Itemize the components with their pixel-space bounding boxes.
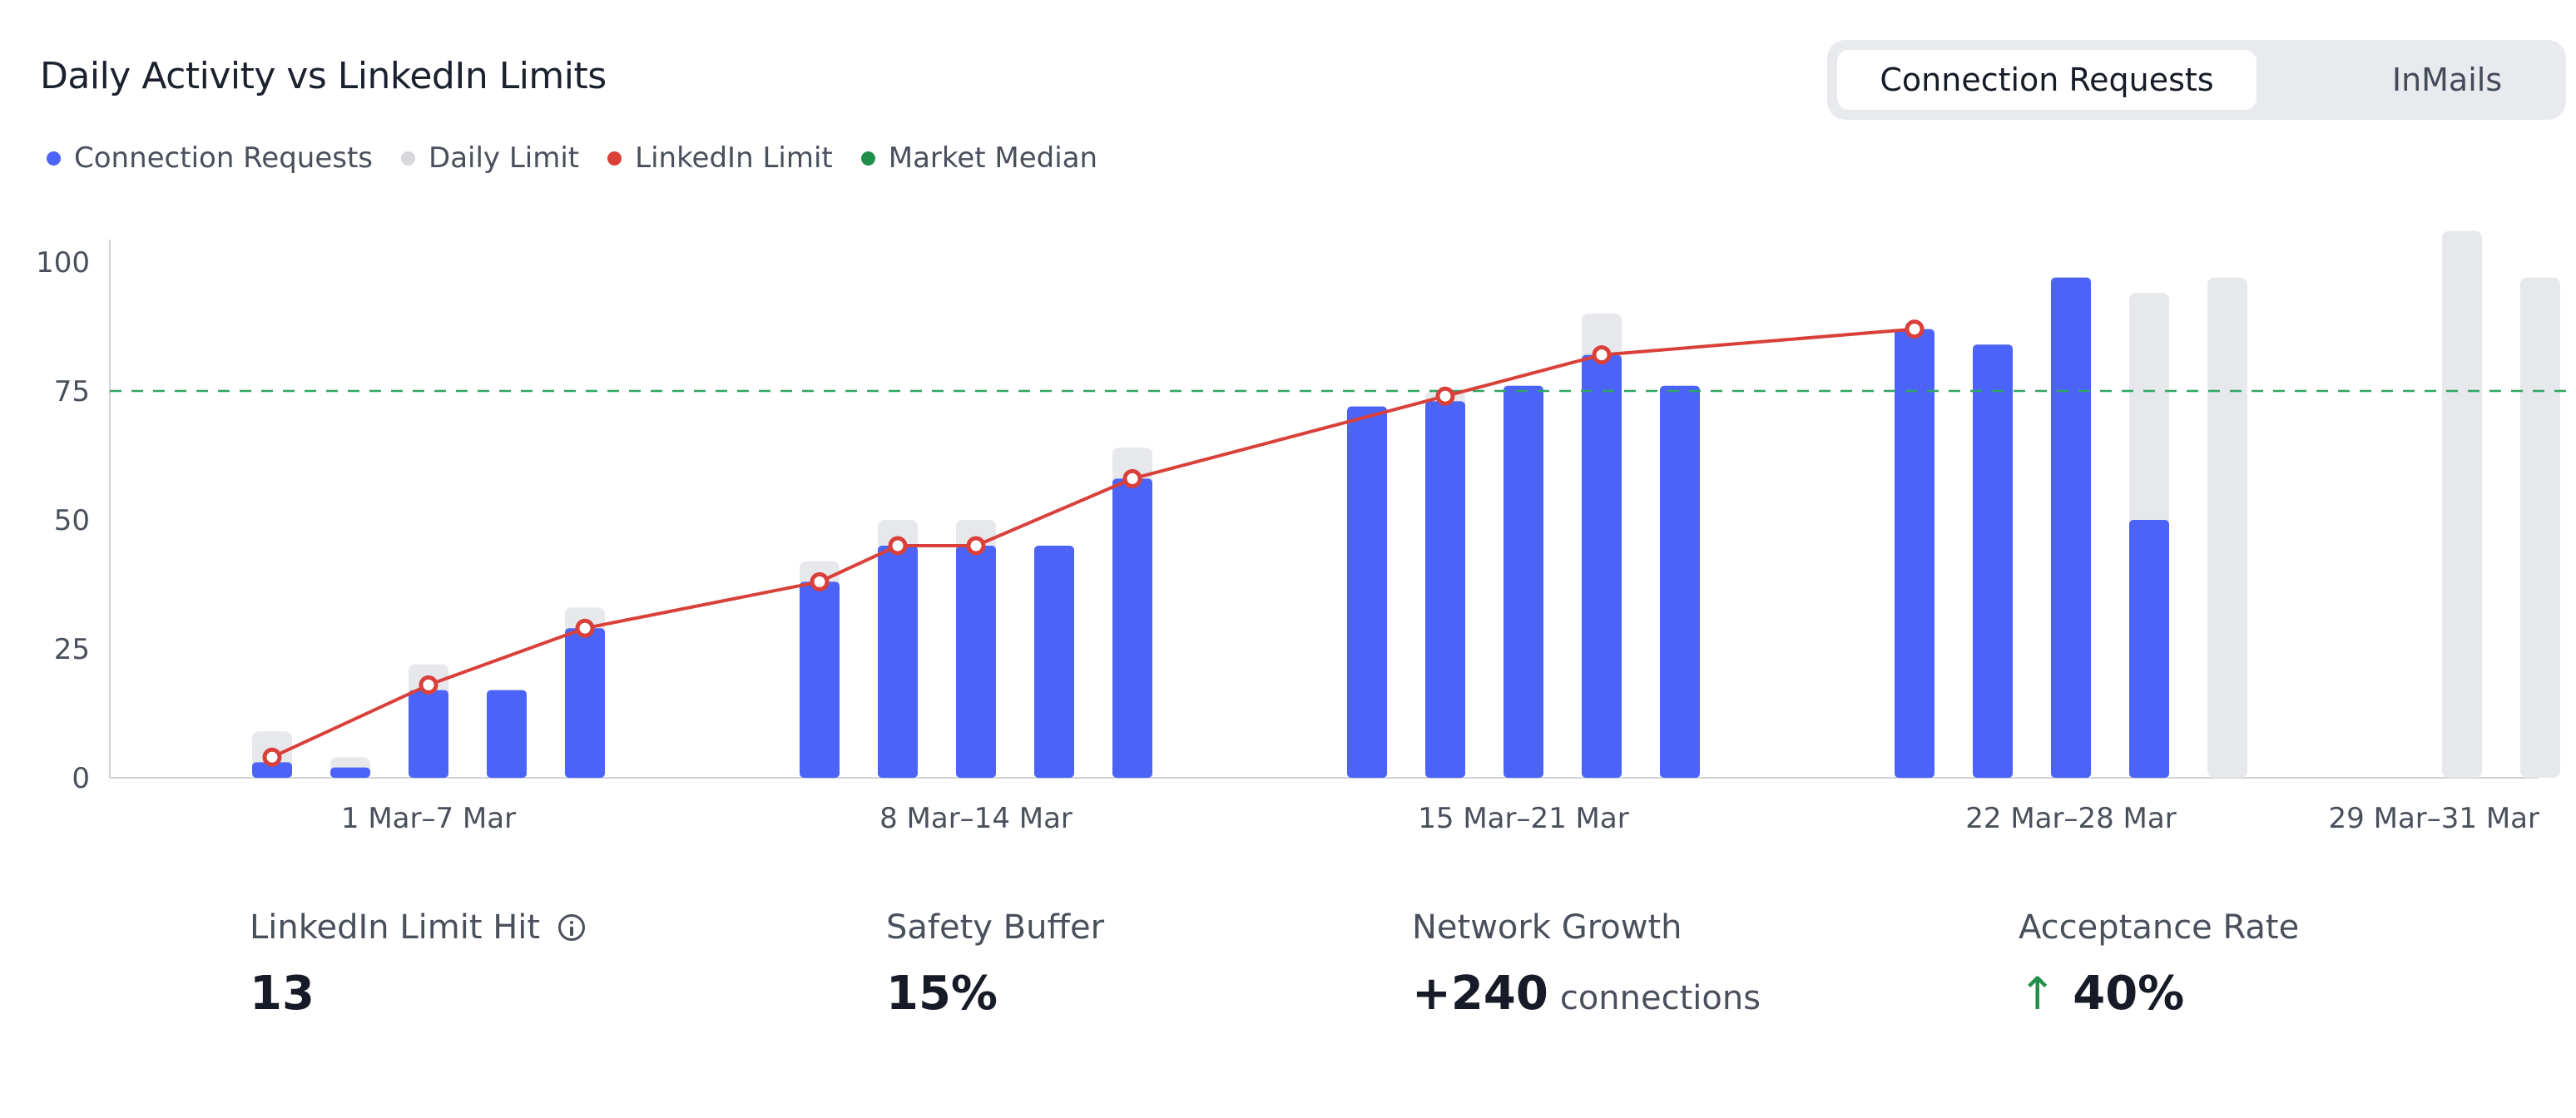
linkedin-limit-point xyxy=(1905,319,1925,339)
y-tick-label: 75 xyxy=(54,375,90,408)
stat-label: LinkedIn Limit Hit xyxy=(250,908,541,947)
connection-request-bar xyxy=(1660,385,1700,778)
linkedin-limit-point xyxy=(888,536,908,556)
daily-limit-bar xyxy=(2207,277,2247,779)
stat-unit: connections xyxy=(1559,979,1761,1017)
connection-request-bar xyxy=(1034,546,1074,778)
stat-value: 15% xyxy=(886,967,998,1021)
y-tick-label: 100 xyxy=(36,246,90,280)
legend-label: Market Median xyxy=(888,141,1098,175)
trend-up-arrow-icon: ↑ xyxy=(2019,967,2057,1020)
legend-item-connection-requests[interactable]: Connection Requests xyxy=(47,141,373,175)
y-tick-label: 25 xyxy=(54,633,90,666)
legend-dot-icon xyxy=(401,151,416,166)
connection-request-bar xyxy=(1973,344,2013,778)
connection-request-bar xyxy=(1503,385,1543,778)
connection-request-bar xyxy=(2129,520,2169,778)
activity-chart: 0 25 50 75 100 1 Mar–7 Mar 8 Mar–14 Mar 15 Mar–… xyxy=(36,230,2571,835)
connection-request-bars xyxy=(252,277,2169,779)
connection-request-bar xyxy=(565,628,605,778)
linkedin-limit-polyline xyxy=(271,327,1915,759)
connection-request-bar xyxy=(330,767,370,778)
y-tick-label: 0 xyxy=(72,762,90,795)
metric-toggle: Connection Requests InMails xyxy=(1827,40,2566,120)
legend-label: Connection Requests xyxy=(74,141,374,175)
connection-request-bar xyxy=(1582,354,1622,778)
legend-item-linkedin-limit[interactable]: LinkedIn Limit xyxy=(607,141,833,175)
connection-request-bar xyxy=(409,690,448,778)
chart-legend: Connection Requests Daily Limit LinkedIn… xyxy=(47,141,1126,175)
stat-safety-buffer: Safety Buffer 15% xyxy=(886,908,1104,1021)
connection-request-bar xyxy=(1347,406,1387,778)
x-tick-label: 8 Mar–14 Mar xyxy=(879,802,1073,835)
legend-dot-icon xyxy=(47,151,61,166)
x-tick-label: 15 Mar–21 Mar xyxy=(1418,802,1628,835)
linkedin-limit-point xyxy=(1592,345,1612,365)
legend-dot-icon xyxy=(607,151,622,166)
linkedin-limit-point xyxy=(1435,386,1455,406)
chart-title: Daily Activity vs LinkedIn Limits xyxy=(40,55,607,97)
linkedin-limit-point xyxy=(966,536,986,556)
stat-label: Acceptance Rate xyxy=(2019,908,2300,947)
connection-request-bar xyxy=(800,581,840,778)
linkedin-limit-point xyxy=(810,571,830,591)
stat-network-growth: Network Growth +240 connections xyxy=(1412,908,1761,1021)
connection-request-bar xyxy=(1425,401,1465,778)
linkedin-limit-point xyxy=(575,618,595,638)
info-icon[interactable] xyxy=(558,914,586,941)
connection-request-bar xyxy=(956,546,996,778)
connection-request-bar xyxy=(2051,277,2091,779)
daily-limit-bar xyxy=(2520,277,2560,779)
stat-value: 13 xyxy=(250,967,315,1021)
x-tick-label: 22 Mar–28 Mar xyxy=(1965,802,2176,835)
stat-acceptance-rate: Acceptance Rate ↑ 40% xyxy=(2019,908,2299,1021)
x-tick-label: 1 Mar–7 Mar xyxy=(341,802,516,835)
stat-label: Network Growth xyxy=(1412,908,1682,947)
linkedin-limit-point xyxy=(1122,468,1142,488)
legend-label: Daily Limit xyxy=(429,141,580,175)
legend-label: LinkedIn Limit xyxy=(635,141,833,175)
connection-request-bar xyxy=(252,762,292,778)
legend-item-market-median[interactable]: Market Median xyxy=(860,141,1098,175)
y-tick-label: 50 xyxy=(54,504,90,537)
linkedin-limit-point xyxy=(262,747,282,767)
legend-item-daily-limit[interactable]: Daily Limit xyxy=(401,141,579,175)
connection-request-bar xyxy=(1895,329,1934,779)
connection-request-bar xyxy=(1112,478,1152,778)
linkedin-limit-point xyxy=(419,675,438,695)
stat-label: Safety Buffer xyxy=(886,908,1105,947)
connection-request-bar xyxy=(487,690,527,778)
stat-value: +240 xyxy=(1412,967,1548,1021)
axis-group: 0 25 50 75 100 1 Mar–7 Mar 8 Mar–14 Mar 15 Mar–… xyxy=(36,240,2539,835)
stat-limit-hit: LinkedIn Limit Hit 13 xyxy=(250,908,586,1021)
linkedin-limit-line xyxy=(262,319,1925,767)
x-tick-label: 29 Mar–31 Mar xyxy=(2329,802,2539,835)
tab-connection-requests[interactable]: Connection Requests xyxy=(1837,50,2256,110)
connection-request-bar xyxy=(878,546,918,778)
legend-dot-icon xyxy=(860,151,875,166)
tab-inmails[interactable]: InMails xyxy=(2391,62,2503,98)
stat-value: 40% xyxy=(2073,967,2185,1021)
daily-limit-bar xyxy=(2442,230,2482,778)
